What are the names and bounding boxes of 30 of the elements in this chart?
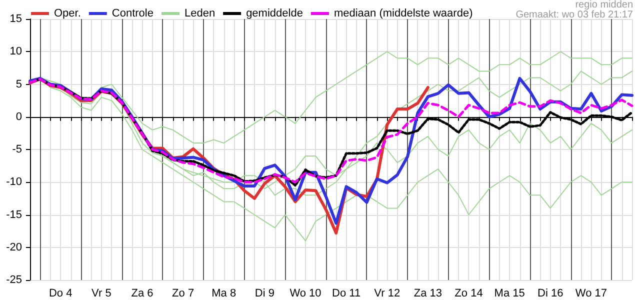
- x-tick-label: Zo 14: [454, 288, 483, 300]
- x-tick-label: Za 13: [414, 288, 442, 300]
- x-tick-label: Di 9: [254, 288, 274, 300]
- y-tick-label: 5: [16, 78, 22, 90]
- legend-label: Oper.: [54, 8, 81, 20]
- legend-label: Leden: [184, 8, 216, 20]
- annotation: Gemaakt: wo 03 feb 21:17: [516, 10, 634, 20]
- x-tick-label: Wo 17: [575, 288, 607, 300]
- y-tick-label: 10: [10, 46, 22, 58]
- legend-label: gemiddelde: [246, 8, 303, 20]
- y-tick-label: -15: [6, 208, 22, 221]
- y-tick-label: -10: [6, 176, 22, 188]
- y-tick-label: -5: [12, 144, 22, 156]
- legend-label: mediaan (middelste waarde): [334, 8, 473, 20]
- y-tick-label: -20: [6, 241, 22, 254]
- x-tick-label: Do 4: [48, 288, 72, 300]
- x-tick-label: Vr 12: [374, 288, 400, 300]
- x-tick-label: Vr 5: [92, 288, 112, 300]
- legend-label: Controle: [112, 8, 154, 20]
- x-tick-label: Zo 7: [172, 288, 194, 300]
- x-tick-label: Ma 8: [212, 288, 236, 300]
- x-tick-label: Ma 15: [494, 288, 525, 300]
- x-tick-label: Wo 10: [290, 288, 322, 300]
- x-tick-label: Di 16: [538, 288, 564, 300]
- x-tick-label: Za 6: [131, 288, 154, 300]
- y-tick-label: 0: [16, 110, 22, 123]
- text: regio midden: [575, 0, 633, 10]
- x-tick-label: Do 11: [332, 288, 361, 300]
- y-tick-label: -25: [6, 274, 22, 286]
- y-tick-label: 15: [10, 13, 22, 25]
